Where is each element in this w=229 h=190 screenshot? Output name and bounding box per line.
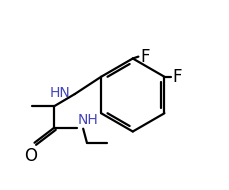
Text: F: F: [172, 68, 181, 86]
Text: HN: HN: [49, 86, 70, 100]
Text: F: F: [139, 48, 149, 66]
Text: NH: NH: [77, 113, 98, 127]
Text: O: O: [24, 147, 37, 165]
